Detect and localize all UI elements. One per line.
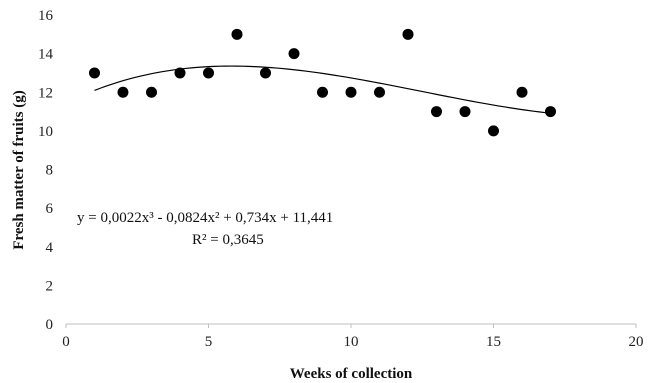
data-point (545, 106, 556, 118)
x-tick-label: 20 (629, 334, 644, 350)
data-point (345, 86, 357, 98)
x-axis-ticks: 0 5 10 15 20 (62, 324, 644, 350)
data-point (260, 67, 271, 79)
y-axis-title: Fresh matter of fruits (g) (11, 90, 27, 249)
data-point (431, 106, 442, 118)
data-point (146, 86, 157, 98)
data-point (459, 106, 471, 118)
x-tick-label: 5 (205, 334, 213, 350)
y-tick-label: 0 (46, 317, 54, 333)
y-tick-label: 12 (38, 85, 53, 101)
data-point (317, 86, 328, 98)
data-point (402, 28, 414, 40)
x-tick-label: 0 (62, 334, 70, 350)
x-tick-label: 10 (344, 334, 359, 350)
data-point (203, 67, 214, 79)
data-point (488, 125, 499, 137)
data-point (374, 86, 385, 98)
data-points (89, 28, 556, 137)
trendline-equation: y = 0,0022x³ - 0,0824x² + 0,734x + 11,44… (77, 210, 333, 226)
y-tick-label: 2 (46, 278, 54, 294)
data-point (231, 28, 243, 40)
data-point (174, 67, 186, 79)
y-tick-label: 4 (46, 240, 54, 256)
trendline-r-squared: R² = 0,3645 (192, 232, 264, 248)
data-point (117, 86, 129, 98)
y-tick-label: 10 (38, 124, 53, 140)
y-tick-label: 8 (46, 163, 54, 179)
x-tick-label: 15 (486, 334, 501, 350)
y-axis-ticks: 0 2 4 6 8 10 12 14 16 (38, 8, 54, 333)
data-point (89, 67, 100, 79)
x-axis-title: Weeks of collection (290, 366, 413, 382)
trendline (94, 65, 551, 114)
data-point (288, 48, 300, 60)
y-tick-label: 14 (38, 47, 54, 63)
data-point (516, 86, 528, 98)
y-tick-label: 16 (38, 8, 54, 24)
y-tick-label: 6 (46, 201, 54, 217)
